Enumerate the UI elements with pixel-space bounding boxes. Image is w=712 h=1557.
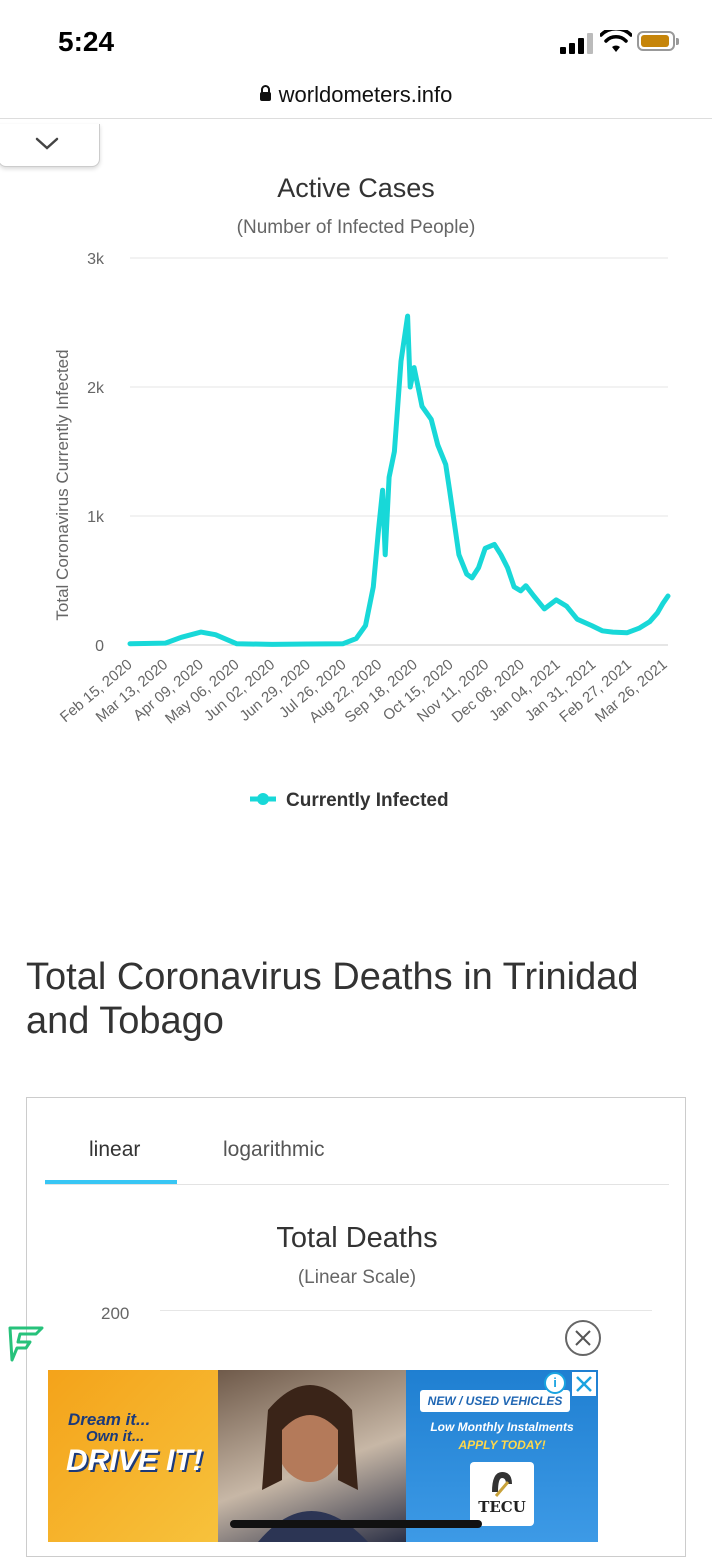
active-tab-indicator	[45, 1180, 177, 1184]
active-cases-chart: Active Cases (Number of Infected People)…	[53, 173, 671, 811]
deaths-chart-subtitle: (Linear Scale)	[297, 1267, 417, 1288]
status-time: 5:24	[58, 26, 115, 57]
ad-text-instalments: Low Monthly Instalments	[430, 1420, 574, 1434]
ad-text-own: Own it...	[86, 1428, 145, 1445]
ad-text-apply: APPLY TODAY!	[458, 1438, 546, 1452]
home-indicator	[230, 1520, 482, 1528]
wifi-icon	[600, 30, 632, 52]
total-deaths-card: linear logarithmic Total Deaths (Linear …	[26, 1097, 686, 1557]
ad-pill: NEW / USED VEHICLES	[420, 1390, 570, 1412]
ad-text-dream: Dream it...	[68, 1410, 151, 1429]
deaths-y-tick-label: 200	[101, 1304, 130, 1323]
chart-subtitle: (Number of Infected People)	[237, 217, 476, 238]
y-tick-label: 3k	[87, 251, 105, 268]
tab-linear[interactable]: linear	[89, 1138, 141, 1161]
feather-logo-icon[interactable]	[6, 1322, 46, 1362]
browser-url-bar[interactable]: worldometers.info	[0, 70, 712, 119]
lock-icon	[259, 85, 271, 101]
series-line-currently-infected	[127, 313, 671, 647]
ad-text-drive: DRIVE IT!	[66, 1444, 203, 1477]
chart-title: Active Cases	[277, 173, 435, 203]
chart-legend[interactable]: Currently Infected	[250, 790, 449, 811]
cellular-signal-icon	[560, 32, 596, 54]
tab-logarithmic[interactable]: logarithmic	[223, 1138, 325, 1161]
ad-photo	[218, 1370, 408, 1542]
deaths-section-heading: Total Coronavirus Deaths in Trinidad and…	[26, 956, 639, 1042]
ad-info-icon[interactable]: i	[544, 1372, 566, 1394]
collapse-toggle-button[interactable]	[0, 124, 100, 167]
ad-logo: TECU	[470, 1462, 534, 1526]
deaths-chart-title: Total Deaths	[276, 1222, 438, 1254]
y-tick-label: 2k	[87, 380, 105, 397]
scale-tabs: linear logarithmic	[45, 1128, 669, 1185]
battery-icon	[637, 31, 679, 51]
ad-banner[interactable]: Dream it... Own it... DRIVE IT! NEW / US…	[48, 1370, 598, 1542]
ad-close-button[interactable]	[565, 1320, 601, 1356]
url-text: worldometers.info	[278, 82, 453, 107]
y-tick-label: 0	[95, 638, 104, 655]
close-icon	[575, 1330, 591, 1346]
y-axis-label: Total Coronavirus Currently Infected	[53, 349, 72, 620]
legend-label: Currently Infected	[286, 790, 449, 811]
deaths-gridline	[160, 1310, 652, 1311]
legend-marker	[257, 793, 269, 805]
y-tick-label: 1k	[87, 509, 105, 526]
ad-logo-text: TECU	[478, 1498, 526, 1516]
close-icon	[576, 1376, 592, 1392]
status-bar: 5:24	[0, 0, 712, 70]
ad-dismiss-button[interactable]	[572, 1372, 596, 1396]
chevron-down-icon	[35, 137, 59, 150]
